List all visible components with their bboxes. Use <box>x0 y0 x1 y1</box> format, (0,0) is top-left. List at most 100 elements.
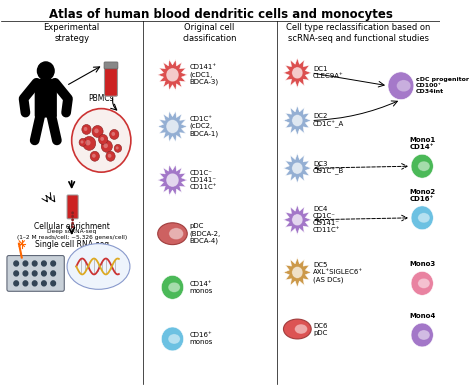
Circle shape <box>71 222 74 225</box>
Ellipse shape <box>168 282 180 293</box>
Circle shape <box>292 67 303 79</box>
Circle shape <box>411 323 433 347</box>
Circle shape <box>71 218 74 221</box>
Circle shape <box>71 211 74 214</box>
Text: PBMCs: PBMCs <box>89 94 114 103</box>
Circle shape <box>42 281 46 286</box>
Circle shape <box>292 214 303 226</box>
Ellipse shape <box>418 161 430 171</box>
Circle shape <box>84 127 87 131</box>
Polygon shape <box>283 153 311 183</box>
Text: CD1C⁻
CD141⁻
CD11C⁺: CD1C⁻ CD141⁻ CD11C⁺ <box>189 170 217 190</box>
Text: DC4
CD1C⁻
CD141⁻
CD11C⁺: DC4 CD1C⁻ CD141⁻ CD11C⁺ <box>313 206 340 233</box>
Text: DC1
CLEC9A⁺: DC1 CLEC9A⁺ <box>313 67 344 79</box>
Text: Experimental
strategy: Experimental strategy <box>44 23 100 43</box>
Text: Mono3: Mono3 <box>409 262 435 267</box>
Circle shape <box>82 125 91 134</box>
Text: Cellular enrichment: Cellular enrichment <box>34 222 109 231</box>
Circle shape <box>72 109 131 172</box>
Circle shape <box>14 261 18 266</box>
Circle shape <box>92 154 96 158</box>
Circle shape <box>23 271 28 276</box>
Ellipse shape <box>67 244 130 289</box>
Text: Mono1
CD14⁺: Mono1 CD14⁺ <box>409 137 435 150</box>
Circle shape <box>161 327 183 351</box>
Ellipse shape <box>418 213 430 223</box>
Polygon shape <box>283 257 311 287</box>
Circle shape <box>166 68 179 82</box>
Polygon shape <box>283 106 311 135</box>
Text: Mono2
CD16⁺: Mono2 CD16⁺ <box>409 189 435 202</box>
Polygon shape <box>283 205 311 235</box>
Circle shape <box>116 146 118 149</box>
Text: Cell type reclassification based on
scRNA-seq and functional studies: Cell type reclassification based on scRN… <box>286 23 430 43</box>
Circle shape <box>71 215 74 218</box>
Circle shape <box>114 144 122 152</box>
Ellipse shape <box>397 80 411 92</box>
FancyBboxPatch shape <box>35 79 57 118</box>
Text: CD16⁺
monos: CD16⁺ monos <box>189 332 212 346</box>
FancyBboxPatch shape <box>104 62 118 69</box>
Circle shape <box>94 128 99 133</box>
Circle shape <box>103 143 108 148</box>
Circle shape <box>51 261 55 266</box>
Circle shape <box>83 136 96 150</box>
Circle shape <box>37 62 54 80</box>
Circle shape <box>99 134 108 144</box>
Text: Deep scRNA-seq
(1–2 M reads/cell; ~5,326 genes/cell): Deep scRNA-seq (1–2 M reads/cell; ~5,326… <box>17 229 127 240</box>
Text: pDC
(BDCA-2,
BDCA-4): pDC (BDCA-2, BDCA-4) <box>189 223 220 244</box>
Polygon shape <box>158 164 187 195</box>
Ellipse shape <box>418 330 430 340</box>
Circle shape <box>32 261 37 266</box>
Circle shape <box>100 137 104 141</box>
Circle shape <box>166 173 179 187</box>
Ellipse shape <box>418 278 430 288</box>
Circle shape <box>106 151 115 161</box>
Text: Original cell
classification: Original cell classification <box>182 23 237 43</box>
Ellipse shape <box>168 334 180 344</box>
Text: PCR: PCR <box>89 261 99 266</box>
Circle shape <box>388 72 414 100</box>
Circle shape <box>411 206 433 230</box>
FancyBboxPatch shape <box>67 195 78 219</box>
Text: CD14⁺
monos: CD14⁺ monos <box>189 281 212 294</box>
Circle shape <box>79 139 86 146</box>
Circle shape <box>81 140 83 144</box>
Circle shape <box>32 281 37 286</box>
Circle shape <box>51 271 55 276</box>
Circle shape <box>32 271 37 276</box>
Ellipse shape <box>169 228 183 240</box>
Text: Mono4: Mono4 <box>409 313 436 319</box>
Circle shape <box>108 154 111 158</box>
Circle shape <box>411 271 433 295</box>
Text: DC3
CD1C⁺_B: DC3 CD1C⁺_B <box>313 161 344 175</box>
Text: DC5
AXL⁺SIGLEC6⁺
(AS DCs): DC5 AXL⁺SIGLEC6⁺ (AS DCs) <box>313 262 363 283</box>
Circle shape <box>109 130 119 139</box>
Circle shape <box>411 154 433 178</box>
Ellipse shape <box>158 223 187 245</box>
Text: CD141⁺
(cDC1,
BDCA-3): CD141⁺ (cDC1, BDCA-3) <box>189 64 218 86</box>
Text: Atlas of human blood dendritic cells and monocytes: Atlas of human blood dendritic cells and… <box>49 9 392 21</box>
FancyBboxPatch shape <box>104 65 118 96</box>
Circle shape <box>292 162 303 174</box>
Circle shape <box>85 140 91 146</box>
Circle shape <box>51 281 55 286</box>
Text: Single cell RNA-seq: Single cell RNA-seq <box>35 240 109 249</box>
Polygon shape <box>158 111 187 142</box>
FancyBboxPatch shape <box>7 255 64 291</box>
Text: Single cell
cDNA: Single cell cDNA <box>86 278 111 289</box>
Circle shape <box>111 132 115 136</box>
Circle shape <box>42 261 46 266</box>
Circle shape <box>23 281 28 286</box>
Text: CD1C⁺
(cDC2,
BDCA-1): CD1C⁺ (cDC2, BDCA-1) <box>189 116 218 137</box>
Text: Reverse
transcription: Reverse transcription <box>83 253 114 264</box>
Circle shape <box>101 140 112 152</box>
Text: DC2
CD1C⁺_A: DC2 CD1C⁺_A <box>313 113 344 128</box>
Circle shape <box>292 115 303 127</box>
Ellipse shape <box>283 319 311 339</box>
Circle shape <box>292 267 303 278</box>
Circle shape <box>42 271 46 276</box>
Polygon shape <box>158 59 187 90</box>
Circle shape <box>166 120 179 134</box>
Circle shape <box>71 225 74 228</box>
